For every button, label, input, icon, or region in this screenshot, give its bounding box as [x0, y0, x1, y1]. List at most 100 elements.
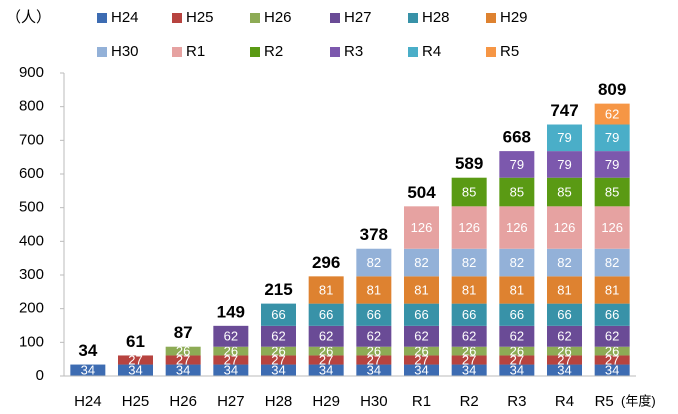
segment-label: 34	[81, 363, 95, 378]
bar-segment	[308, 325, 344, 347]
segment-label: 26	[510, 344, 524, 359]
segment-label: 126	[506, 220, 528, 235]
legend-label: H26	[264, 9, 292, 26]
total-label: 215	[264, 280, 292, 299]
segment-label: 79	[557, 130, 571, 145]
x-tick-label: H30	[360, 393, 388, 410]
legend-swatch	[330, 47, 340, 57]
segment-label: 62	[557, 329, 571, 344]
legend-label: R1	[186, 43, 205, 60]
bar-segment	[499, 355, 535, 365]
segment-label: 85	[462, 184, 476, 199]
legend-label: R3	[344, 43, 363, 60]
bar-segment	[404, 355, 439, 365]
bar-segment	[451, 276, 487, 304]
segment-label: 34	[224, 363, 238, 378]
bar-segment	[308, 355, 344, 365]
legend-label: H29	[500, 9, 528, 26]
y-tick-label: 0	[36, 367, 44, 384]
total-label: 809	[598, 80, 626, 99]
segment-label: 85	[557, 184, 571, 199]
bar-segment	[594, 355, 630, 365]
segment-label: 79	[605, 130, 619, 145]
segment-label: 81	[462, 282, 476, 297]
bar-segment	[451, 325, 487, 347]
x-tick-label: H25	[122, 393, 150, 410]
bar-segment	[499, 276, 535, 304]
segment-label: 34	[176, 363, 190, 378]
segment-label: 62	[462, 329, 476, 344]
segment-label: 34	[605, 363, 619, 378]
segment-label: 79	[510, 157, 524, 172]
segment-label: 66	[605, 307, 619, 322]
segment-label: 26	[224, 344, 238, 359]
bar-segment	[356, 364, 392, 376]
segment-label: 27	[128, 352, 142, 367]
segment-label: 26	[557, 344, 571, 359]
segment-label: 26	[462, 344, 476, 359]
bar-segment	[261, 355, 296, 365]
bar-segment	[165, 364, 201, 376]
segment-label: 62	[224, 329, 238, 344]
segment-label: 34	[319, 363, 333, 378]
segment-label: 27	[367, 352, 381, 367]
segment-label: 82	[510, 255, 524, 270]
bar-segment	[70, 364, 106, 376]
segment-label: 66	[462, 307, 476, 322]
segment-label: 82	[557, 255, 571, 270]
segment-label: 27	[224, 352, 238, 367]
segment-label: 82	[605, 255, 619, 270]
total-label: 378	[360, 225, 388, 244]
bar-segment	[499, 303, 535, 326]
segment-label: 62	[605, 329, 619, 344]
bar-segment	[594, 248, 630, 277]
bar-segment	[547, 248, 582, 277]
segment-label: 66	[510, 307, 524, 322]
segment-label: 34	[414, 363, 428, 378]
bar-segment	[308, 276, 344, 304]
segment-label: 66	[414, 307, 428, 322]
bar-segment	[547, 124, 582, 152]
x-tick-label: H28	[265, 393, 293, 410]
segment-label: 82	[367, 255, 381, 270]
total-label: 34	[78, 341, 97, 360]
bar-segment	[499, 177, 535, 207]
bar-segment	[404, 206, 439, 249]
bar-segment	[404, 325, 439, 347]
legend-swatch	[172, 13, 182, 23]
bar-segment	[356, 346, 392, 356]
x-tick-label: R5	[595, 393, 614, 410]
segment-label: 82	[462, 255, 476, 270]
segment-label: 62	[605, 107, 619, 122]
bar-segment	[451, 355, 487, 365]
total-label: 296	[312, 253, 340, 272]
segment-label: 34	[462, 363, 476, 378]
segment-label: 27	[176, 352, 190, 367]
segment-label: 34	[128, 363, 142, 378]
bar-segment	[213, 346, 249, 356]
segment-label: 126	[411, 220, 433, 235]
segment-label: 26	[414, 344, 428, 359]
legend-swatch	[408, 47, 418, 57]
segment-label: 81	[605, 282, 619, 297]
segment-label: 27	[319, 352, 333, 367]
x-axis-label: (年度)	[621, 393, 656, 408]
x-tick-label: R4	[555, 393, 574, 410]
y-tick-label: 700	[19, 131, 44, 148]
bar-segment	[308, 346, 344, 356]
segment-label: 27	[557, 352, 571, 367]
bar-segment	[499, 346, 535, 356]
segment-label: 34	[510, 363, 524, 378]
bar-segment	[451, 177, 487, 207]
y-tick-label: 500	[19, 199, 44, 216]
bar-segment	[499, 206, 535, 249]
bar-segment	[547, 151, 582, 178]
segment-label: 26	[367, 344, 381, 359]
bar-segment	[594, 206, 630, 249]
legend-label: H24	[111, 9, 139, 26]
legend-swatch	[172, 47, 182, 57]
legend-label: H25	[186, 9, 214, 26]
bar-segment	[547, 276, 582, 304]
bar-segment	[404, 248, 439, 277]
bar-segment	[261, 346, 296, 356]
